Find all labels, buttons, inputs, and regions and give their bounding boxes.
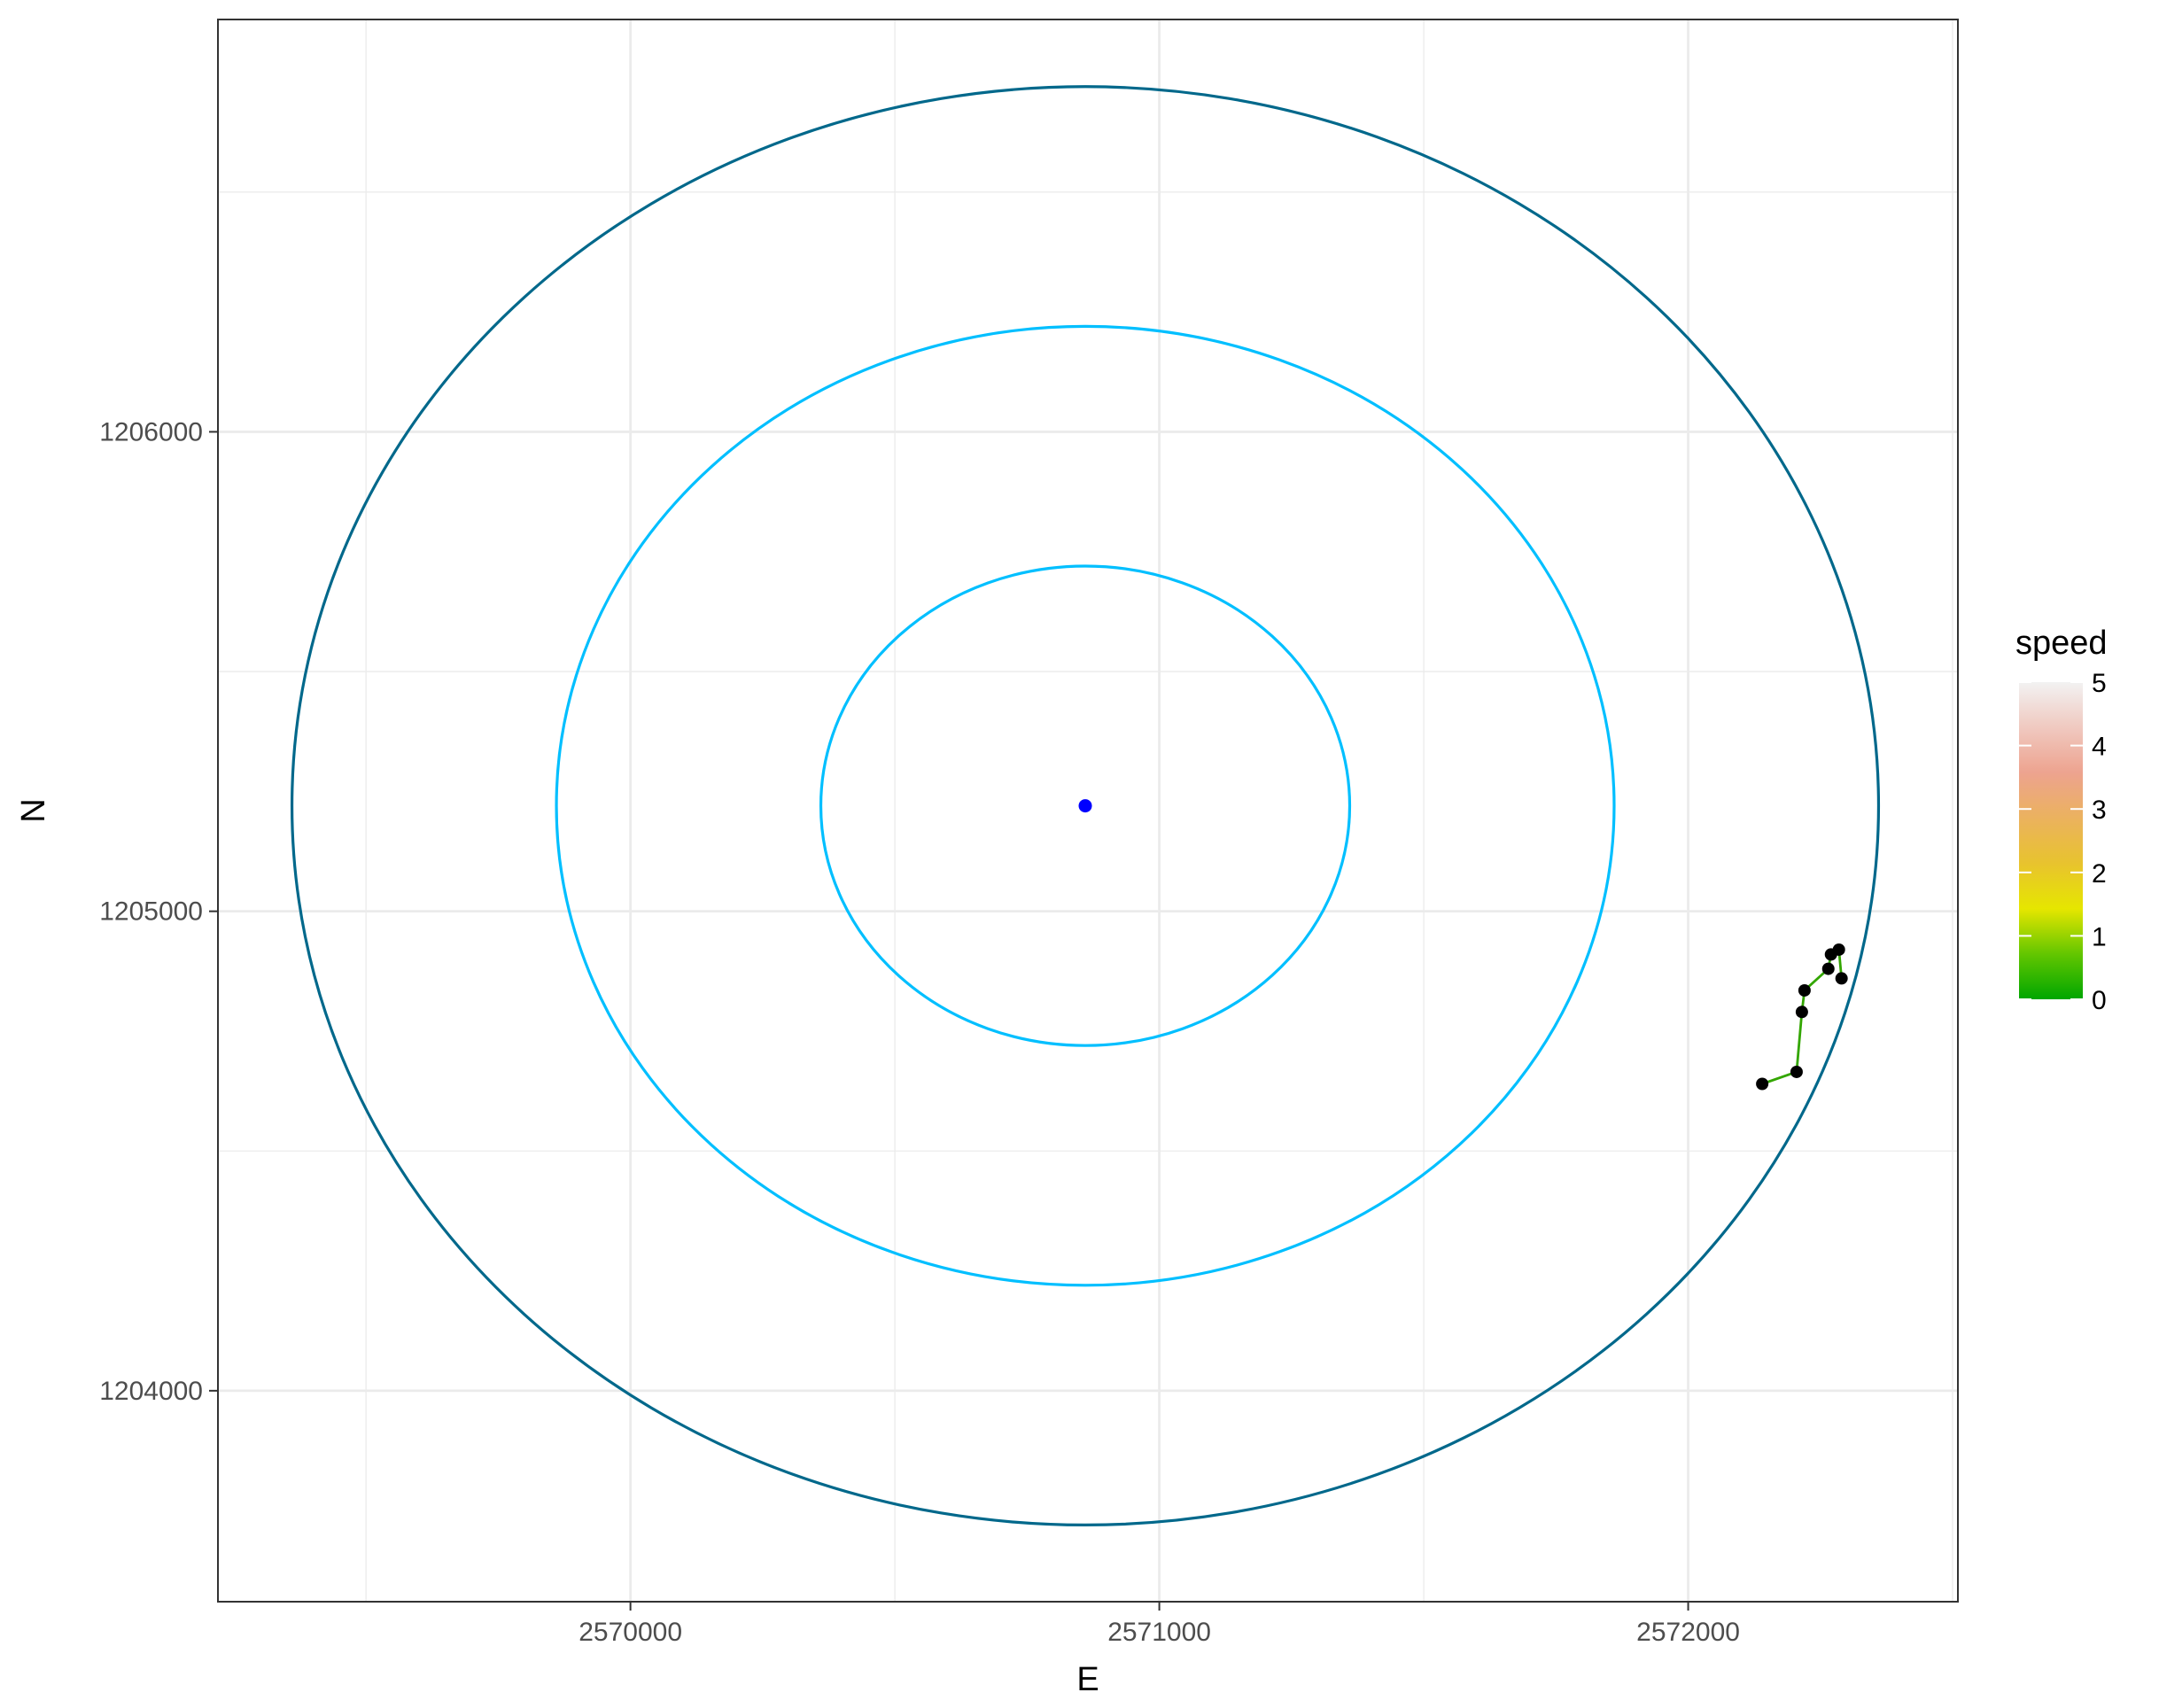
axis-layer: 2570000 2571000 2572000 1204000 1205000 12060…: [99, 417, 1740, 1647]
x-tick-label: 2571000: [1107, 1618, 1211, 1647]
legend-label: 0: [2092, 986, 2107, 1015]
legend-label: 5: [2092, 669, 2107, 698]
track-point: [1798, 983, 1811, 997]
x-tick-label: 2572000: [1636, 1618, 1740, 1647]
x-axis-title: E: [1076, 1661, 1099, 1698]
legend-title: speed: [2015, 625, 2108, 662]
y-tick-label: 1206000: [99, 417, 203, 446]
y-tick-label: 1204000: [99, 1377, 203, 1406]
buffer-circle-3: [290, 85, 1881, 1527]
track-segment: [1795, 1010, 1804, 1074]
track-point: [1832, 943, 1845, 956]
legend-label: 3: [2092, 796, 2107, 825]
panel-border: [217, 19, 1959, 1603]
point-layer: [1078, 799, 1848, 1091]
x-tick-label: 2570000: [579, 1618, 682, 1647]
buffer-circle-1: [819, 564, 1352, 1047]
track-point: [1835, 972, 1848, 985]
y-tick-label: 1205000: [99, 897, 203, 927]
center-point: [1078, 799, 1092, 813]
legend-ticks: 0 1 2 3 4 5: [2019, 669, 2107, 1015]
track-point: [1795, 1005, 1808, 1019]
legend: speed 0 1 2 3 4 5: [2015, 625, 2108, 1015]
circle-layer: [290, 85, 1881, 1527]
buffer-circle-2: [555, 324, 1616, 1287]
legend-colorbar: [2019, 682, 2083, 999]
track-point: [1821, 962, 1835, 975]
legend-label: 2: [2092, 859, 2107, 889]
track-point: [1756, 1077, 1769, 1091]
track-point: [1790, 1065, 1803, 1078]
y-axis-title: N: [15, 798, 52, 822]
legend-label: 1: [2092, 922, 2107, 951]
legend-label: 4: [2092, 733, 2107, 762]
